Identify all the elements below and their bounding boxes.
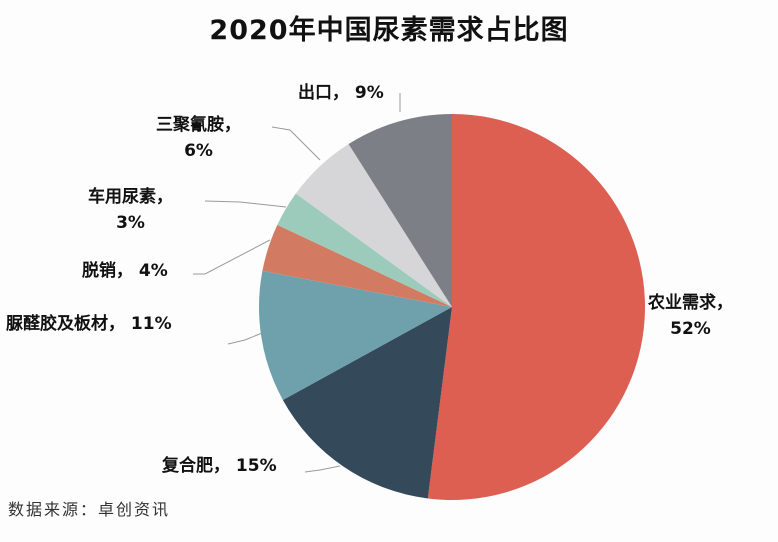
leader-line bbox=[227, 332, 263, 345]
pie-slice bbox=[427, 114, 645, 500]
leader-line bbox=[304, 465, 341, 473]
label-melamine: 三聚氰胺， 6% bbox=[156, 115, 241, 161]
label-export: 出口， 9% bbox=[298, 83, 384, 103]
leader-line bbox=[271, 126, 321, 161]
label-agriculture: 农业需求， 52% bbox=[648, 293, 733, 339]
pie-slice bbox=[258, 270, 452, 400]
label-urea-formaldehyde: 脲醛胶及板材， 11% bbox=[6, 314, 172, 334]
pie-slice bbox=[282, 307, 452, 499]
leader-line bbox=[193, 239, 271, 275]
label-denitration: 脱销， 4% bbox=[82, 261, 168, 281]
pie-slice bbox=[295, 144, 452, 307]
data-source: 数据来源：卓创资讯 bbox=[8, 500, 171, 519]
label-vehicle-urea: 车用尿素， 3% bbox=[88, 187, 173, 233]
chart-title: 2020年中国尿素需求占比图 bbox=[209, 15, 569, 46]
label-compound-fertilizer: 复合肥， 15% bbox=[162, 456, 277, 476]
pie-slice bbox=[262, 224, 452, 307]
pie-slice bbox=[348, 114, 452, 307]
pie-slice bbox=[277, 193, 452, 307]
leader-line bbox=[204, 200, 287, 208]
